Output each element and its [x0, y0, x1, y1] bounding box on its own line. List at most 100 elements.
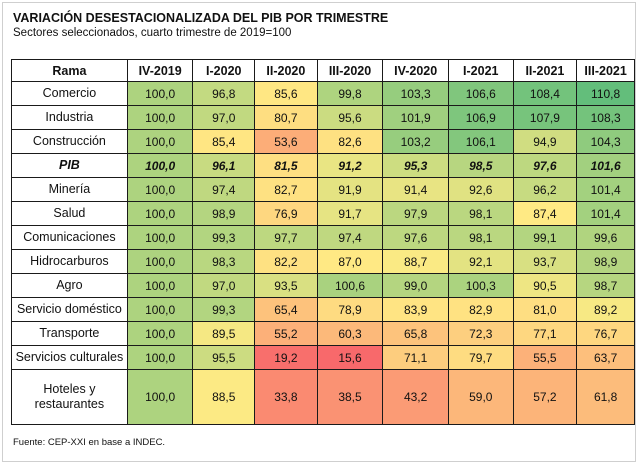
heatmap-cell: 95,6: [316, 105, 384, 130]
heatmap-cell: 98,7: [576, 273, 635, 298]
column-header: II-2020: [254, 59, 318, 82]
heatmap-cell: 106,9: [447, 105, 514, 130]
chart-title: VARIACIÓN DESESTACIONALIZADA DEL PIB POR…: [13, 11, 389, 25]
heatmap-cell: 65,4: [254, 297, 318, 322]
table-row: Agro 100,0 97,0 93,5 100,6 99,0 100,3 90,5 98,7: [11, 273, 635, 298]
heatmap-cell: 100,0: [126, 321, 194, 346]
heatmap-cell: 97,4: [316, 225, 384, 250]
row-label: Comercio: [11, 81, 128, 106]
heatmap-cell: 103,2: [382, 129, 449, 154]
heatmap-cell: 100,0: [126, 201, 194, 226]
table-row: Servicio doméstico 100,0 99,3 65,4 78,9 83,9 8…: [11, 297, 635, 322]
heatmap-cell: 72,3: [447, 321, 514, 346]
heatmap-cell: 82,7: [254, 177, 318, 202]
heatmap-cell: 81,5: [254, 153, 318, 178]
heatmap-cell: 108,4: [512, 81, 578, 106]
heatmap-cell: 101,6: [576, 153, 635, 178]
table-row: Transporte 100,0 89,5 55,2 60,3 65,8 72,3 77,1 7…: [11, 321, 635, 346]
heatmap-cell: 87,4: [512, 201, 578, 226]
table-row: Hoteles y restaurantes 100,0 88,5 33,8 38,5 4…: [11, 369, 635, 425]
row-label: Agro: [11, 273, 128, 298]
heatmap-cell: 99,3: [192, 225, 256, 250]
heatmap-cell: 97,0: [192, 273, 256, 298]
heatmap-cell: 88,7: [382, 249, 449, 274]
table-row: Hidrocarburos 100,0 98,3 82,2 87,0 88,7 92,1 93…: [11, 249, 635, 274]
heatmap-cell: 91,4: [382, 177, 449, 202]
heatmap-cell: 92,1: [447, 249, 514, 274]
heatmap-cell: 63,7: [576, 345, 635, 370]
heatmap-cell: 98,1: [447, 225, 514, 250]
heatmap-cell: 100,0: [126, 273, 194, 298]
chart-subtitle: Sectores seleccionados, cuarto trimestre…: [13, 27, 292, 39]
heatmap-cell: 81,0: [512, 297, 578, 322]
heatmap-cell: 55,2: [254, 321, 318, 346]
heatmap-cell: 100,6: [316, 273, 384, 298]
header-row: Rama IV-2019 I-2020 II-2020 III-2020 IV-2020…: [11, 59, 635, 82]
table-row: PIB 100,0 96,1 81,5 91,2 95,3 98,5 97,6 101,6: [11, 153, 635, 178]
heatmap-cell: 19,2: [254, 345, 318, 370]
table-row: Salud 100,0 98,9 76,9 91,7 97,9 98,1 87,4 101,4: [11, 201, 635, 226]
column-header: IV-2019: [126, 59, 194, 82]
table-row: Construcción 100,0 85,4 53,6 82,6 103,2 106,1 9…: [11, 129, 635, 154]
heatmap-cell: 100,0: [126, 105, 194, 130]
heatmap-cell: 97,4: [192, 177, 256, 202]
heatmap-cell: 101,9: [382, 105, 449, 130]
column-header: III-2021: [576, 59, 635, 82]
row-label: Comunicaciones: [11, 225, 128, 250]
table-row: Minería 100,0 97,4 82,7 91,9 91,4 92,6 96,2 101,…: [11, 177, 635, 202]
heatmap-cell: 107,9: [512, 105, 578, 130]
heatmap-cell: 101,4: [576, 201, 635, 226]
heatmap-cell: 65,8: [382, 321, 449, 346]
column-header: II-2021: [512, 59, 578, 82]
heatmap-cell: 97,6: [382, 225, 449, 250]
row-label: Hidrocarburos: [11, 249, 128, 274]
heatmap-cell: 99,0: [382, 273, 449, 298]
row-label: Servicios culturales: [11, 345, 128, 370]
row-label: Transporte: [11, 321, 128, 346]
chart-frame: VARIACIÓN DESESTACIONALIZADA DEL PIB POR…: [2, 2, 636, 462]
table-row: Comunicaciones 100,0 99,3 97,7 97,4 97,6 98,1 9…: [11, 225, 635, 250]
table-row: Servicios culturales 100,0 95,5 19,2 15,6 71,…: [11, 345, 635, 370]
heatmap-cell: 90,5: [512, 273, 578, 298]
heatmap-cell: 106,1: [447, 129, 514, 154]
heatmap-cell: 94,9: [512, 129, 578, 154]
heatmap-cell: 100,0: [126, 297, 194, 322]
column-header: I-2020: [192, 59, 256, 82]
column-header: IV-2020: [382, 59, 449, 82]
heatmap-cell: 82,9: [447, 297, 514, 322]
heatmap-cell: 91,2: [316, 153, 384, 178]
heatmap-cell: 59,0: [447, 369, 514, 425]
heatmap-cell: 100,0: [126, 81, 194, 106]
column-header: I-2021: [447, 59, 514, 82]
heatmap-cell: 88,5: [192, 369, 256, 425]
heatmap-cell: 95,5: [192, 345, 256, 370]
row-label: Industria: [11, 105, 128, 130]
source-note: Fuente: CEP-XXI en base a INDEC.: [13, 437, 166, 448]
heatmap-cell: 85,6: [254, 81, 318, 106]
heatmap-cell: 99,3: [192, 297, 256, 322]
row-label: Salud: [11, 201, 128, 226]
heatmap-cell: 100,0: [126, 153, 194, 178]
heatmap-cell: 100,0: [126, 345, 194, 370]
table-row: Comercio 100,0 96,8 85,6 99,8 103,3 106,6 108,4…: [11, 81, 635, 106]
heatmap-cell: 78,9: [316, 297, 384, 322]
heatmap-cell: 100,3: [447, 273, 514, 298]
heatmap-cell: 97,0: [192, 105, 256, 130]
heatmap-cell: 33,8: [254, 369, 318, 425]
heatmap-cell: 82,6: [316, 129, 384, 154]
heatmap-cell: 97,6: [512, 153, 578, 178]
row-label: Minería: [11, 177, 128, 202]
heatmap-cell: 98,1: [447, 201, 514, 226]
heatmap-cell: 77,1: [512, 321, 578, 346]
heatmap-table: Rama IV-2019 I-2020 II-2020 III-2020 IV-2020…: [11, 59, 635, 425]
heatmap-cell: 71,1: [382, 345, 449, 370]
heatmap-cell: 100,0: [126, 129, 194, 154]
row-label: Hoteles y restaurantes: [11, 369, 128, 425]
table-row: Industria 100,0 97,0 80,7 95,6 101,9 106,9 107,…: [11, 105, 635, 130]
heatmap-cell: 99,1: [512, 225, 578, 250]
heatmap-cell: 82,2: [254, 249, 318, 274]
heatmap-cell: 100,0: [126, 249, 194, 274]
heatmap-cell: 103,3: [382, 81, 449, 106]
column-header: III-2020: [316, 59, 384, 82]
heatmap-cell: 60,3: [316, 321, 384, 346]
